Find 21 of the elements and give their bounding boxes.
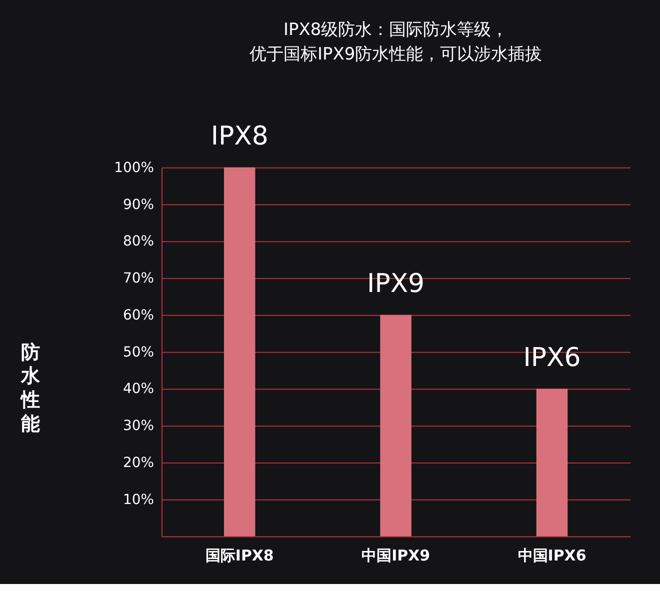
x-tick-label: 中国IPX9 <box>362 546 430 565</box>
y-tick-label: 90% <box>123 196 154 213</box>
y-tick-label: 100% <box>114 160 154 176</box>
y-tick-label: 60% <box>123 307 154 324</box>
chart-title: IPX8级防水：国际防水等级， <box>284 18 508 39</box>
y-tick-label: 50% <box>123 344 154 360</box>
annotation: IPX8 <box>210 121 268 152</box>
x-tick-label: 中国IPX6 <box>518 546 586 565</box>
y-tick-label: 40% <box>123 381 154 398</box>
chart-subtitle: 优于国标IPX9防水性能，可以涉水插拔 <box>250 44 542 64</box>
x-tick-label: 国际IPX8 <box>205 546 274 565</box>
y-tick-label: 30% <box>123 418 154 434</box>
bar <box>536 388 568 536</box>
y-tick-label: 20% <box>123 454 154 471</box>
y-tick-label: 80% <box>123 234 154 250</box>
y-tick-label: 10% <box>123 492 154 508</box>
annotation: IPX6 <box>523 342 581 373</box>
bar <box>380 314 412 536</box>
bar <box>224 167 256 536</box>
y-axis-title: 防水性能 <box>20 341 41 436</box>
y-tick-label: 70% <box>123 270 154 287</box>
